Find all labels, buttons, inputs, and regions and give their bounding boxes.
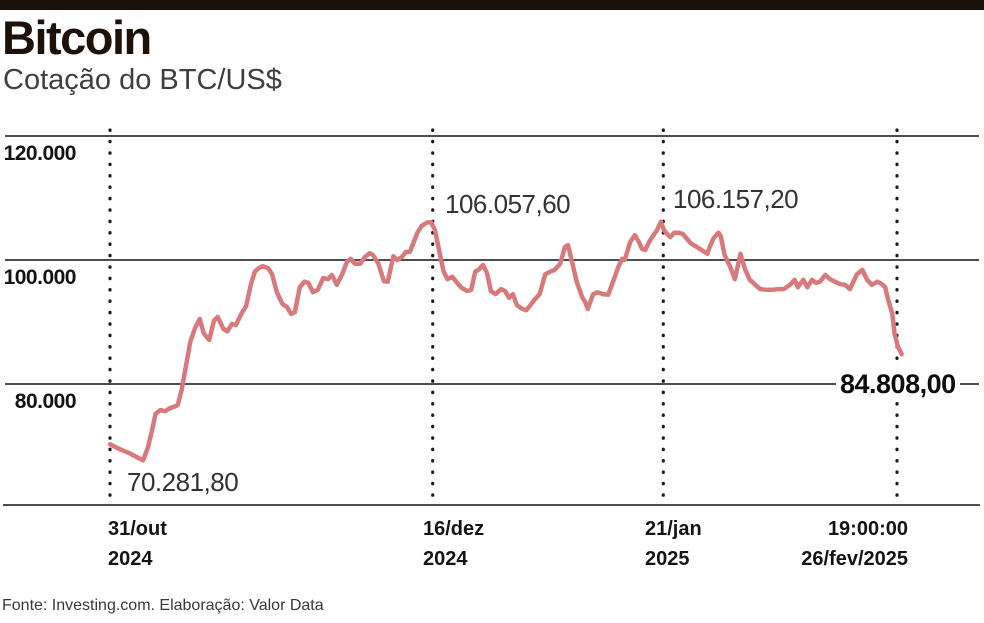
x-tick-date: 26/fev/2025 [801,548,908,570]
chart-subtitle: Cotação do BTC/US$ [3,64,282,96]
top-accent-bar [0,0,984,10]
x-tick-year: 2025 [645,548,690,570]
annotation-peak-dec-value: 106.057,60 [445,189,571,219]
annotation-start-value: 70.281,80 [127,467,239,497]
x-tick-date: 16/dez [423,518,485,540]
annotation-last-value: 84.808,00 [836,367,960,402]
x-tick-year: 2024 [423,548,468,570]
x-axis-tick-16dez: 16/dez 2024 [423,514,484,574]
x-tick-year: 2024 [108,548,153,570]
x-tick-time: 19:00:00 [827,518,908,540]
x-axis-tick-26fev: 19:00:00 26/fev/2025 [801,514,908,574]
y-axis-tick-100000: 100.000 [3,266,77,289]
price-line [107,219,904,463]
x-axis-tick-21jan: 21/jan 2025 [645,514,702,574]
y-axis-tick-120000: 120.000 [3,142,77,165]
page-title: Bitcoin [2,11,152,64]
annotation-peak-jan-value: 106.157,20 [673,184,799,214]
x-tick-date: 31/out [108,518,167,540]
y-axis-tick-80000: 80.000 [14,390,77,413]
source-credit: Fonte: Investing.com. Elaboração: Valor … [2,597,324,614]
x-tick-date: 21/jan [645,518,702,540]
x-axis-tick-31out: 31/out 2024 [108,514,167,574]
